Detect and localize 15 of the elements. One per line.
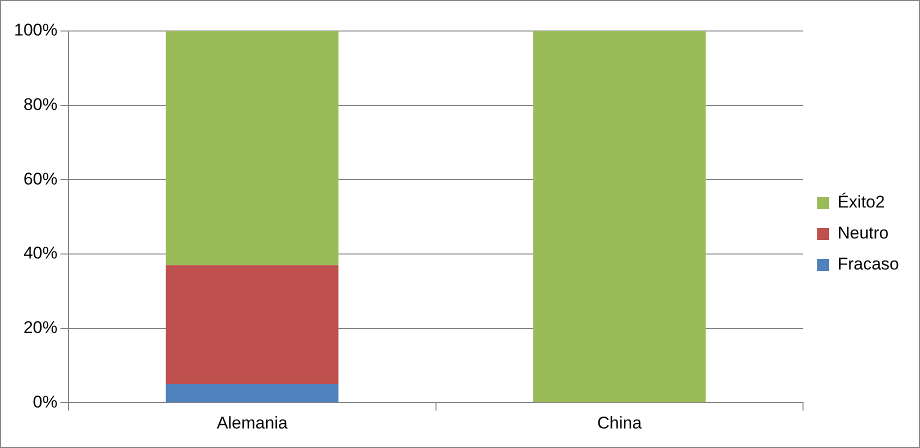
legend-label: Neutro [838, 224, 889, 243]
bar [166, 384, 338, 402]
bar [166, 31, 338, 266]
bar [166, 265, 338, 384]
y-tick-label: 20% [23, 318, 58, 337]
legend-label: Éxito2 [838, 192, 885, 212]
y-tick-label: 0% [32, 392, 58, 412]
y-tick-label: 40% [23, 244, 58, 263]
x-tick-label: China [597, 413, 642, 432]
legend-label: Fracaso [838, 254, 900, 274]
y-tick-label: 80% [23, 95, 58, 114]
y-tick-label: 100% [14, 20, 58, 40]
x-tick-label: Alemania [216, 413, 288, 432]
y-tick-label: 60% [23, 169, 58, 188]
bar [533, 31, 706, 402]
